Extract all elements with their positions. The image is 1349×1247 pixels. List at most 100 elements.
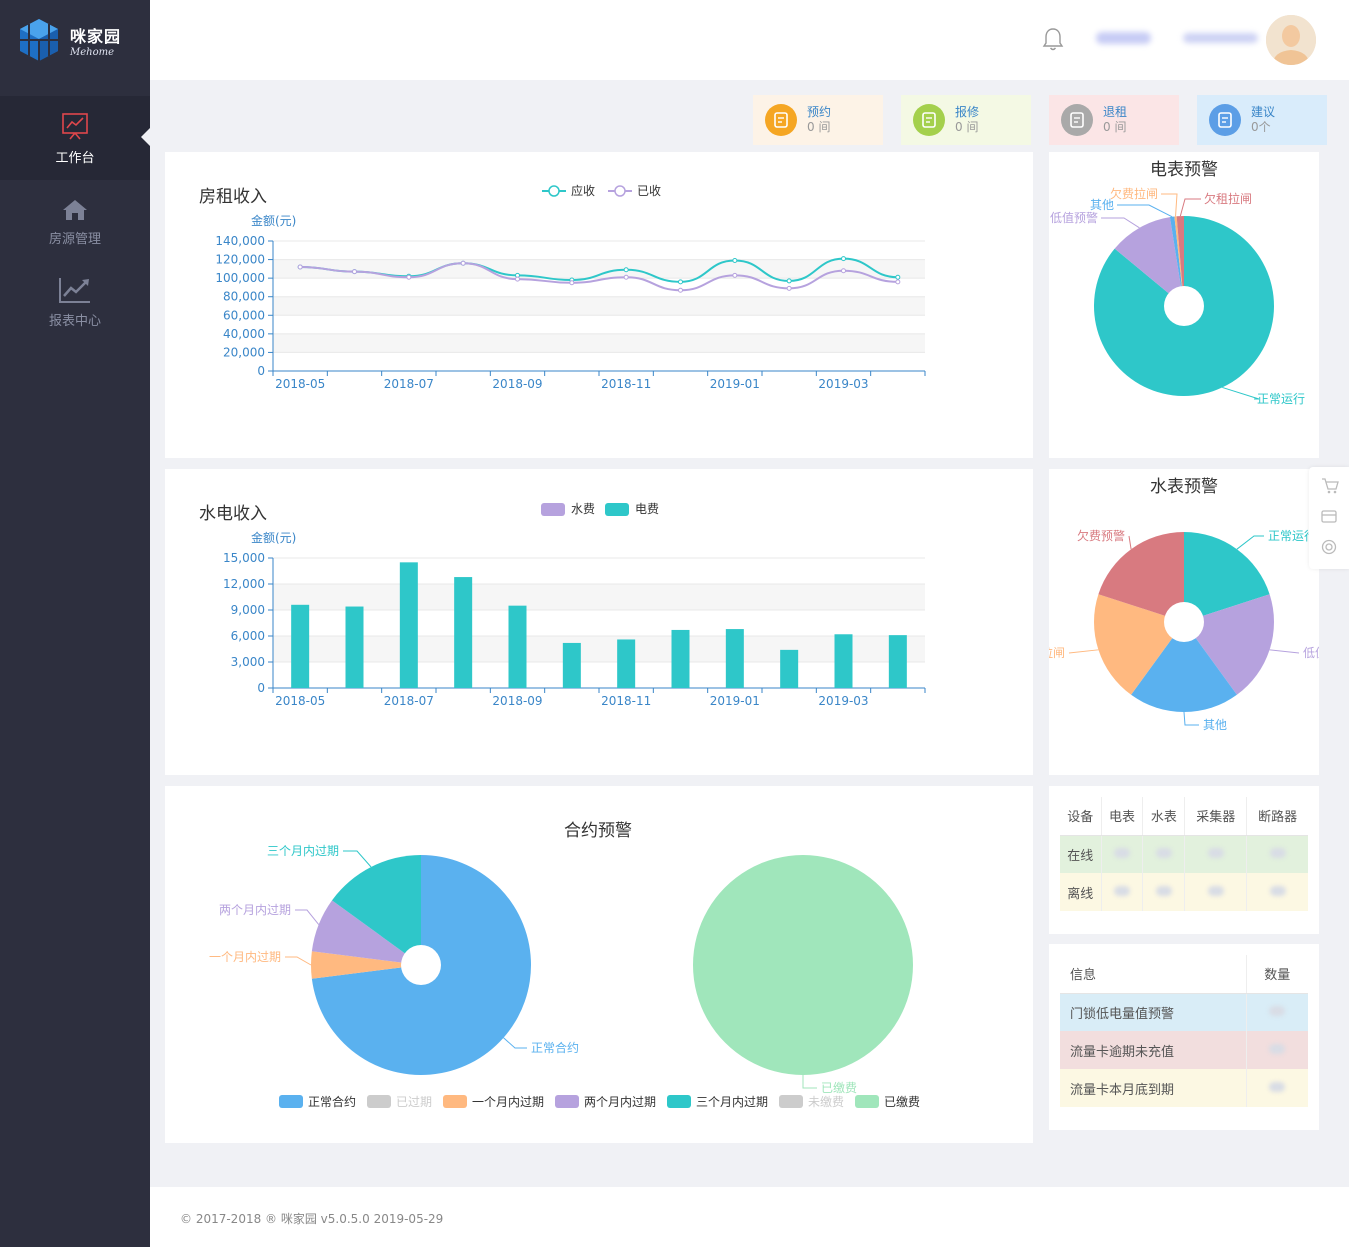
y-tick-label: 0 [257,681,265,695]
table-cell [1142,835,1186,873]
slice-label: 欠费拉闸 [1049,645,1065,660]
x-tick-label: 2018-07 [384,694,434,708]
svg-text:应收: 应收 [571,183,595,198]
slice-label: 欠费预警 [1077,528,1125,543]
cart-icon[interactable] [1322,478,1339,494]
electric-meter-panel: 电表预警 正常运行 低值预警 其他 欠费拉闸 欠租拉闸 [1049,152,1319,458]
label-line [1179,198,1201,217]
support-icon[interactable] [1321,539,1337,555]
stat-label: 退租 [1103,105,1128,119]
data-point [623,267,629,273]
y-tick-label: 0 [257,364,265,378]
stat-card-1[interactable]: 报修 0 间 [901,95,1031,145]
slice-label: 正常合约 [531,1040,579,1055]
device-status-panel: 设备 电表 水表 采集器 断路器 在线 离线 [1049,786,1319,934]
legend-item: 已收 [608,184,661,198]
table-row[interactable]: 流量卡逾期未充值 [1060,1031,1308,1069]
y-tick-label: 80,000 [223,290,265,304]
data-point [732,258,738,263]
table-cell [1245,1031,1308,1069]
money-bag-icon [913,104,945,136]
pie-hole [1164,602,1204,642]
sidebar-item-reports[interactable]: 报表中心 [0,262,150,342]
table-row[interactable]: 流量卡本月底到期 [1060,1069,1308,1107]
y-tick-label: 100,000 [215,271,265,285]
data-point [460,260,466,266]
legend-item: 正常合约 [279,1094,356,1109]
row-label: 流量卡逾期未充值 [1060,1031,1247,1069]
table-row[interactable]: 门锁低电量值预警 [1060,993,1308,1031]
grid-band [273,636,925,662]
table-header: 设备 [1060,797,1102,836]
sidebar-item-dashboard[interactable]: 工作台 [0,96,150,180]
data-point [841,256,846,262]
contract-warning-panel: 合约预警 正常合约 一个月内过期 两个月内过期 三个月内过期 已缴费 正常合约 已过期 一个月… [165,786,1033,1143]
logo-name: 咪家园 [70,26,122,46]
card-icon[interactable] [1321,510,1337,523]
grid-band [273,333,925,353]
grid-band [273,662,925,688]
pie-slice [1098,532,1184,622]
grid-band [273,315,925,334]
slice-label: 已缴费 [821,1080,857,1095]
stat-card-2[interactable]: 退租 0 间 [1049,95,1179,145]
slice-label: 正常运行 [1268,529,1316,543]
stat-label: 报修 [955,105,980,119]
bar [671,629,690,688]
y-tick-label: 9,000 [231,603,265,617]
x-tick-label: 2018-05 [275,694,325,708]
table-cell [1142,873,1186,911]
stat-label: 预约 [807,105,832,119]
grid-band [273,241,925,260]
logo[interactable]: 咪家园 Mehome [0,0,150,80]
label-line [295,909,320,925]
table-cell [1245,1069,1308,1107]
svg-text:已缴费: 已缴费 [884,1094,920,1109]
pie-slice [332,855,421,965]
floating-toolbox [1309,467,1349,569]
stat-card-0[interactable]: 预约 0 间 [753,95,883,145]
logo-cube-icon [20,19,58,61]
avatar-person-icon [1266,15,1316,65]
table-header: 信息 [1060,955,1247,994]
data-point [895,274,901,280]
y-tick-label: 40,000 [223,327,265,341]
pie-slice [1114,217,1184,306]
avatar[interactable] [1266,15,1316,65]
data-point [732,272,738,278]
house-check-icon [1209,104,1241,136]
table-cell [1247,835,1308,873]
stat-card-3[interactable]: 建议 0个 [1197,95,1327,145]
table-cell [1101,835,1144,873]
sidebar-item-label: 报表中心 [48,313,101,329]
x-tick-label: 2019-03 [818,694,868,708]
label-line [285,956,312,966]
data-point [352,269,357,275]
x-tick-label: 2018-09 [492,377,542,391]
data-point [841,268,846,274]
stat-value: 0个 [1251,120,1271,134]
bell-icon[interactable] [1041,26,1065,52]
row-label: 离线 [1060,873,1102,911]
table-header: 电表 [1101,797,1144,836]
data-point [786,278,792,284]
data-point [678,287,683,293]
pie-slice [311,951,421,979]
svg-text:已收: 已收 [637,184,661,198]
utility-bar-chart: 金额(元) 0 3,000 6,000 9,000 12,000 15,000 2018-05… [223,502,926,708]
panel-title: 水表预警 [1150,477,1218,497]
x-tick-label: 2018-07 [384,377,434,391]
slice-label: 低值预警 [1303,645,1319,660]
sidebar-item-properties[interactable]: 房源管理 [0,182,150,262]
user-menu-blurred[interactable] [1096,32,1151,44]
data-point [895,279,901,285]
bar [345,606,364,688]
bar [780,649,799,688]
y-tick-label: 12,000 [223,577,265,591]
grid-band [273,610,925,636]
home-icon [63,199,87,220]
